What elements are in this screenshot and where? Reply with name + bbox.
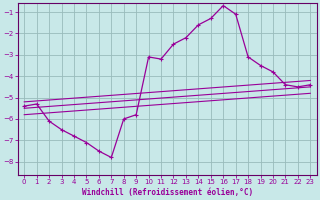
X-axis label: Windchill (Refroidissement éolien,°C): Windchill (Refroidissement éolien,°C)	[82, 188, 253, 197]
